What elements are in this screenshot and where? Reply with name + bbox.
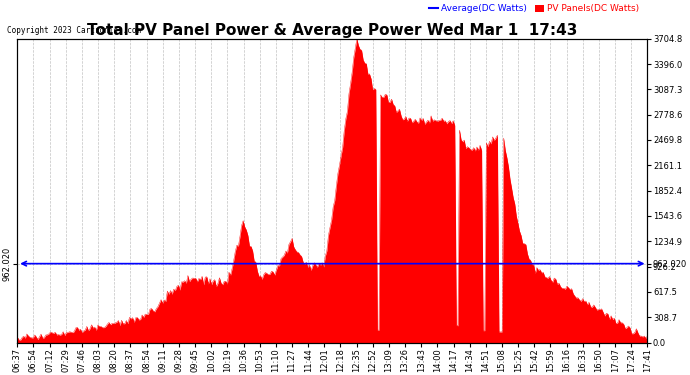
Legend: Average(DC Watts), PV Panels(DC Watts): Average(DC Watts), PV Panels(DC Watts)	[425, 1, 643, 17]
Text: Copyright 2023 Cartronics.com: Copyright 2023 Cartronics.com	[7, 26, 141, 35]
Title: Total PV Panel Power & Average Power Wed Mar 1  17:43: Total PV Panel Power & Average Power Wed…	[87, 22, 578, 38]
